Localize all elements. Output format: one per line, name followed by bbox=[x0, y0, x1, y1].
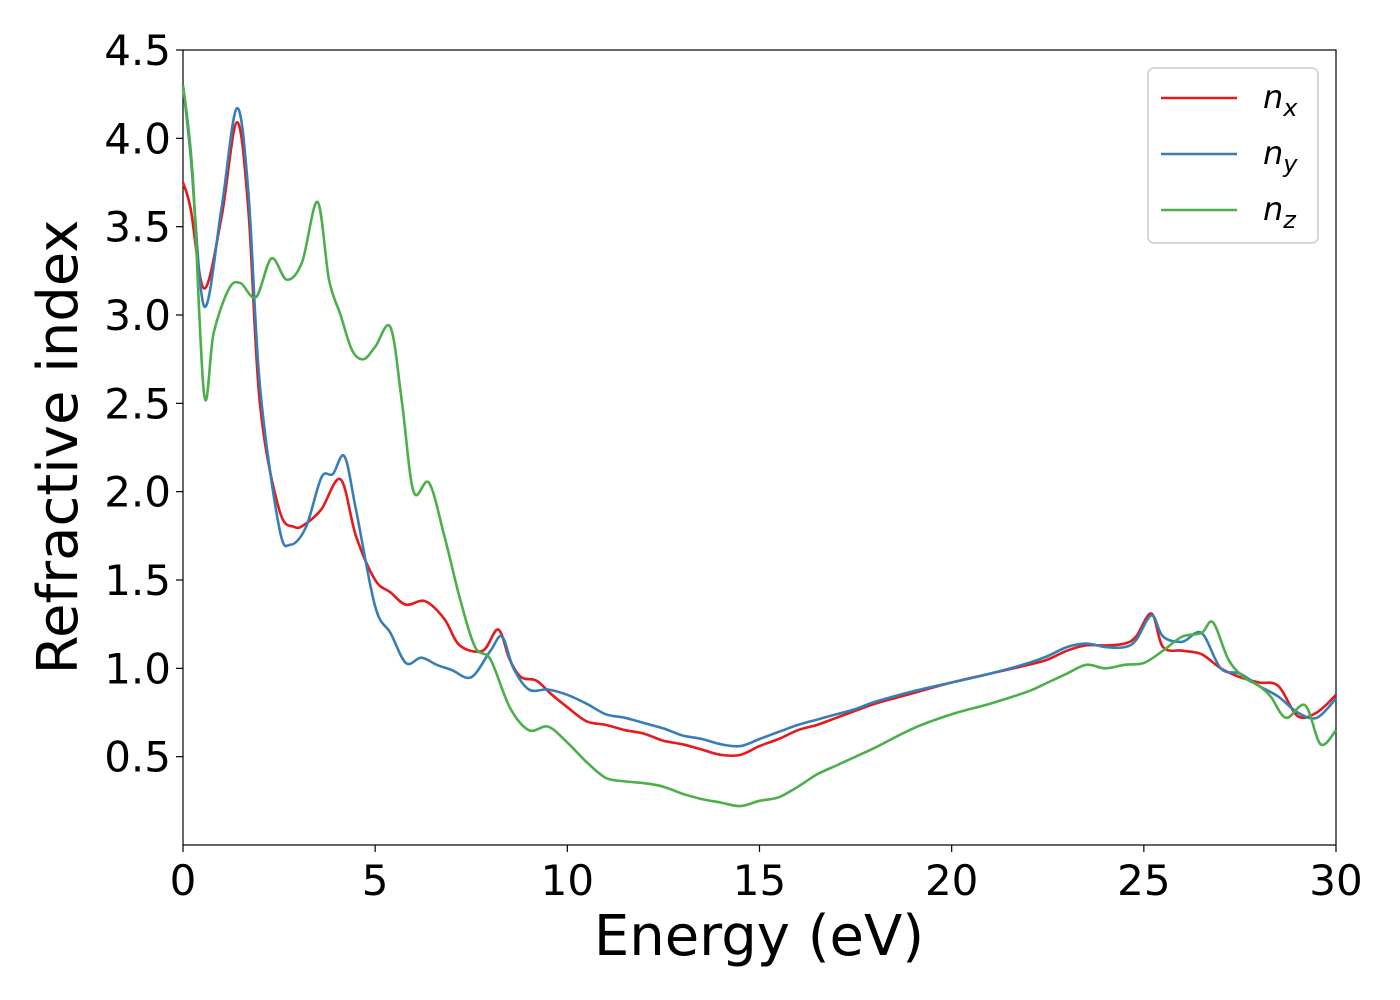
x-axis-label: Energy (eV) bbox=[594, 904, 924, 969]
x-axis: 0 5 10 15 20 25 30 bbox=[170, 845, 1363, 905]
y-tick-label: 3.5 bbox=[104, 203, 171, 252]
x-tick-label: 5 bbox=[362, 856, 389, 905]
y-tick-label: 1.5 bbox=[104, 556, 171, 605]
legend-box bbox=[1147, 67, 1319, 244]
y-tick-label: 4.5 bbox=[104, 26, 171, 75]
x-tick-label: 0 bbox=[170, 856, 197, 905]
y-tick-label: 1.0 bbox=[104, 644, 171, 693]
y-axis-label: Refractive index bbox=[26, 220, 91, 675]
x-tick-label: 30 bbox=[1309, 856, 1362, 905]
y-tick-label: 2.5 bbox=[104, 379, 171, 428]
x-tick-label: 20 bbox=[925, 856, 978, 905]
y-tick-label: 2.0 bbox=[104, 468, 171, 517]
x-tick-label: 25 bbox=[1117, 856, 1170, 905]
y-tick-label: 4.0 bbox=[104, 114, 171, 163]
y-axis: 0.5 1.0 1.5 2.0 2.5 3.0 3.5 4.0 4.5 bbox=[104, 26, 183, 782]
y-tick-label: 0.5 bbox=[104, 733, 171, 782]
x-tick-label: 10 bbox=[541, 856, 594, 905]
series-line-ny bbox=[181, 85, 1337, 748]
series-layer bbox=[181, 85, 1337, 808]
y-tick-label: 3.0 bbox=[104, 291, 171, 340]
series-line-nz bbox=[181, 85, 1337, 808]
x-tick-label: 15 bbox=[733, 856, 786, 905]
